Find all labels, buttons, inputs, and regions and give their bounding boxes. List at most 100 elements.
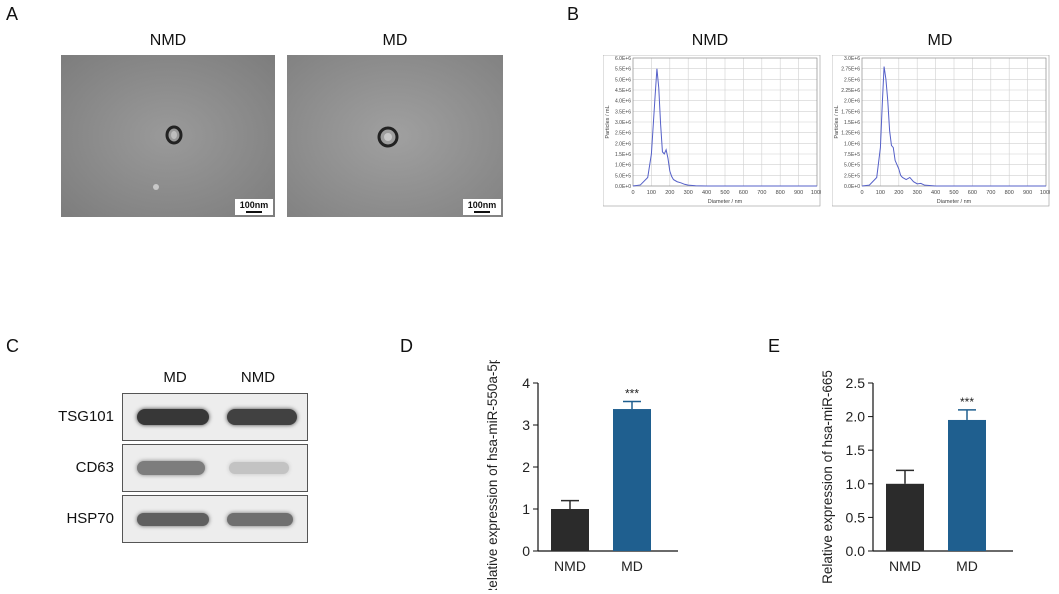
bar-d-bar-nmd <box>551 509 589 551</box>
nta-ytick-3: 1.5E+6 <box>615 152 631 158</box>
band-hsp70-md <box>137 513 209 526</box>
blot-label-cd63: CD63 <box>4 459 114 476</box>
nta-xtick-4: 400 <box>931 190 940 196</box>
bar-e-ytick-4: 2.0 <box>846 409 866 425</box>
band-tsg101-nmd <box>227 409 297 425</box>
bar-e-xtick-0: NMD <box>889 558 921 574</box>
band-hsp70-nmd <box>227 513 293 526</box>
bar-e-ytick-0: 0.0 <box>846 543 866 559</box>
bar-d-ylabel: Relative expression of hsa-miR-550a-5p <box>485 360 500 590</box>
blot-strip-cd63 <box>122 444 308 492</box>
nta-xtick-1: 100 <box>876 190 885 196</box>
band-cd63-nmd <box>229 462 289 474</box>
nta-ytick-2: 1.0E+6 <box>615 163 631 169</box>
bar-d-sig-1: *** <box>625 386 639 400</box>
nta-xtick-2: 200 <box>665 190 674 196</box>
nta-ytick-9: 2.25E+6 <box>841 88 860 94</box>
bar-e-sig-1: *** <box>960 395 974 409</box>
panel-a-label: A <box>6 4 18 25</box>
band-tsg101-md <box>137 409 209 425</box>
bar-e-ytick-1: 0.5 <box>846 509 866 525</box>
bar-chart-e: 0.0 0.5 1.0 1.5 2.0 2.5 NMD MD *** Relative expre… <box>805 360 1025 590</box>
bar-e-ytick-2: 1.0 <box>846 476 866 492</box>
nta-xtick-6: 600 <box>968 190 977 196</box>
nta-ylabel: Particles / mL <box>605 105 611 138</box>
nta-xtick-7: 700 <box>986 190 995 196</box>
bar-e-ylabel: Relative expression of hsa-miR-665 <box>820 370 835 584</box>
nta-ytick-7: 1.75E+6 <box>841 109 860 115</box>
em-title-md: MD <box>287 32 503 50</box>
nta-xtick-5: 500 <box>949 190 958 196</box>
nta-xtick-6: 600 <box>739 190 748 196</box>
panel-d-label: D <box>400 336 413 357</box>
scale-label-md: 100nm <box>468 200 497 210</box>
nta-ytick-7: 3.5E+6 <box>615 109 631 115</box>
lane-label-md: MD <box>150 369 200 386</box>
nta-ytick-12: 3.0E+6 <box>844 56 860 62</box>
scale-label-nmd: 100nm <box>240 200 269 210</box>
blot-label-tsg101: TSG101 <box>4 408 114 425</box>
nta-xtick-9: 900 <box>794 190 803 196</box>
nta-xtick-8: 800 <box>776 190 785 196</box>
nta-xtick-2: 200 <box>894 190 903 196</box>
panel-c-label: C <box>6 336 19 357</box>
nta-xtick-3: 300 <box>684 190 693 196</box>
nta-ytick-10: 5.0E+6 <box>615 77 631 83</box>
bar-d-ytick-4: 4 <box>522 375 530 391</box>
lane-label-nmd: NMD <box>228 369 288 386</box>
nta-frame <box>832 55 1049 206</box>
nta-xtick-3: 300 <box>913 190 922 196</box>
nta-ytick-8: 2.0E+6 <box>844 99 860 105</box>
nta-ytick-0: 0.0E+0 <box>844 184 860 190</box>
scale-bar-nmd: 100nm <box>235 199 273 215</box>
nta-xtick-1: 100 <box>647 190 656 196</box>
nta-ytick-1: 5.0E+5 <box>615 173 631 179</box>
bar-d-ytick-0: 0 <box>522 543 530 559</box>
nta-xtick-0: 0 <box>860 190 863 196</box>
nta-xtick-7: 700 <box>757 190 766 196</box>
blot-label-hsp70: HSP70 <box>4 510 114 527</box>
blot-strip-tsg101 <box>122 393 308 441</box>
nta-xtick-8: 800 <box>1005 190 1014 196</box>
nta-xlabel: Diameter / nm <box>937 199 972 205</box>
nta-ytick-10: 2.5E+6 <box>844 77 860 83</box>
bar-e-xtick-1: MD <box>956 558 978 574</box>
band-cd63-md <box>137 461 205 475</box>
nta-ylabel: Particles / mL <box>834 105 840 138</box>
panel-b-label: B <box>567 4 579 25</box>
nta-ytick-4: 1.0E+6 <box>844 141 860 147</box>
nta-ytick-6: 3.0E+6 <box>615 120 631 126</box>
nta-title-nmd: NMD <box>610 32 810 50</box>
nta-xtick-0: 0 <box>631 190 634 196</box>
nta-ytick-5: 1.25E+6 <box>841 131 860 137</box>
nta-frame <box>603 55 820 206</box>
bar-e-ytick-3: 1.5 <box>846 442 866 458</box>
bar-e-bar-md <box>948 420 986 551</box>
nta-xtick-4: 400 <box>702 190 711 196</box>
nta-ytick-3: 7.5E+5 <box>844 152 860 158</box>
bar-d-xtick-0: NMD <box>554 558 586 574</box>
bar-d-ytick-3: 3 <box>522 417 530 433</box>
em-image-md: 100nm <box>287 55 503 217</box>
blot-strip-hsp70 <box>122 495 308 543</box>
nta-ytick-2: 5.0E+5 <box>844 163 860 169</box>
bar-e-bar-nmd <box>886 484 924 551</box>
bar-d-bar-md <box>613 409 651 551</box>
bar-chart-d: 01234NMD MD***Relative expression of hsa-… <box>470 360 690 590</box>
nta-ytick-4: 2.0E+6 <box>615 141 631 147</box>
nta-xtick-5: 500 <box>720 190 729 196</box>
nta-ytick-0: 0.0E+0 <box>615 184 631 190</box>
panel-e-label: E <box>768 336 780 357</box>
bar-e-ytick-5: 2.5 <box>846 375 866 391</box>
nta-ytick-8: 4.0E+6 <box>615 99 631 105</box>
em-title-nmd: NMD <box>61 32 275 50</box>
nta-ytick-1: 2.5E+5 <box>844 173 860 179</box>
nta-ytick-6: 1.5E+6 <box>844 120 860 126</box>
nta-ytick-11: 5.5E+6 <box>615 67 631 73</box>
nta-title-md: MD <box>840 32 1040 50</box>
nta-xlabel: Diameter / nm <box>708 199 743 205</box>
